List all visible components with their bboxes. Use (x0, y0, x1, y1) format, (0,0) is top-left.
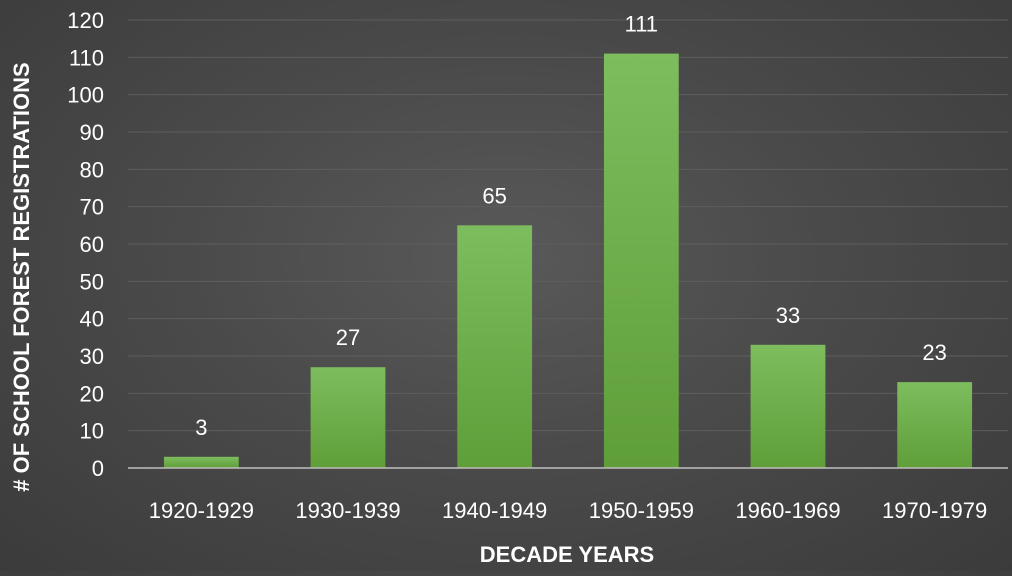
y-tick-label: 120 (67, 8, 104, 33)
x-tick-label: 1930-1939 (295, 498, 400, 523)
data-label: 23 (922, 340, 946, 365)
labels: 0 10 20 30 40 50 60 70 80 90 100 110 120 3 1920-1929 27… (67, 8, 987, 523)
y-tick-label: 10 (80, 419, 104, 444)
x-tick-label: 1940-1949 (442, 498, 547, 523)
y-tick-label: 60 (80, 232, 104, 257)
bar-1940-1949 (457, 225, 533, 468)
y-tick-label: 80 (80, 157, 104, 182)
y-tick-label: 90 (80, 120, 104, 145)
data-label: 3 (195, 415, 207, 440)
bar-1920-1929 (163, 456, 239, 468)
bar-1970-1979 (897, 382, 973, 468)
bar-1960-1969 (750, 344, 826, 468)
bar-1930-1939 (310, 367, 386, 468)
x-tick-label: 1960-1969 (735, 498, 840, 523)
x-tick-label: 1970-1979 (882, 498, 987, 523)
x-tick-label: 1920-1929 (149, 498, 254, 523)
y-tick-label: 100 (67, 83, 104, 108)
data-label: 111 (625, 12, 658, 37)
y-tick-label: 40 (80, 307, 104, 332)
y-tick-label: 50 (80, 269, 104, 294)
y-tick-label: 70 (80, 195, 104, 220)
y-tick-label: 30 (80, 344, 104, 369)
y-axis-title: # OF SCHOOL FOREST REGISTRATIONS (9, 62, 34, 491)
x-tick-label: 1950-1959 (589, 498, 694, 523)
y-tick-label: 20 (80, 381, 104, 406)
data-label: 27 (336, 325, 360, 350)
data-label: 33 (776, 303, 800, 328)
data-label: 65 (482, 183, 506, 208)
bars (163, 53, 973, 468)
bar-1950-1959 (603, 53, 679, 468)
y-tick-label: 110 (69, 45, 104, 70)
gridlines (128, 19, 1008, 432)
x-axis-title: DECADE YEARS (480, 542, 654, 567)
y-tick-label: 0 (92, 456, 104, 481)
